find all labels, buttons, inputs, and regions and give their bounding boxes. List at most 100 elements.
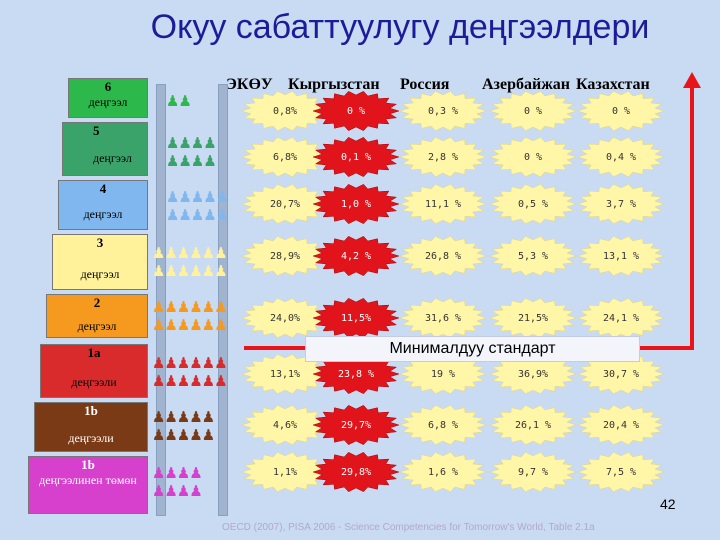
- data-cell-value: 0 %: [346, 105, 366, 117]
- data-cell-value: 0,3 %: [427, 105, 459, 117]
- data-cell: 26,1 %: [490, 405, 576, 445]
- data-cell-value: 26,1 %: [514, 419, 552, 431]
- people-icons-level-1b: ♟♟♟♟♟ ♟♟♟♟♟: [152, 408, 215, 444]
- data-cell-value: 20,4 %: [602, 419, 640, 431]
- data-cell-value: 3,7 %: [605, 198, 637, 210]
- data-cell: 0 %: [578, 91, 664, 131]
- data-cell-value: 36,9%: [517, 368, 549, 380]
- level-number: 4: [99, 181, 107, 196]
- arrow-head-icon: [683, 72, 701, 88]
- level-label: деңгээл: [93, 151, 132, 165]
- level-number: 3: [96, 235, 104, 250]
- column-header-kyrgyzstan: Кыргызстан: [288, 76, 380, 93]
- data-cell: 28,9%: [242, 236, 328, 276]
- data-cell-value: 31,6 %: [424, 312, 462, 324]
- level-1a-box: 1a деңгээли: [40, 344, 148, 398]
- people-icons-level-5: ♟♟♟♟ ♟♟♟♟: [166, 134, 217, 170]
- data-cell-value: 2,8 %: [427, 151, 459, 163]
- level-1b-box: 1b деңгээли: [34, 402, 148, 452]
- level-number: 1b: [81, 457, 95, 472]
- level-label: деңгээл: [83, 207, 123, 221]
- data-cell-value: 24,0%: [269, 312, 301, 324]
- data-cell-value: 28,9%: [269, 250, 301, 262]
- data-cell: 7,5 %: [578, 452, 664, 492]
- data-cell: 20,4 %: [578, 405, 664, 445]
- data-cell: 1,0 %: [313, 184, 399, 224]
- level-5-box: 5 деңгээл: [62, 122, 148, 176]
- data-cell-value: 0,1 %: [340, 151, 372, 163]
- level-label: деңгээл: [77, 319, 117, 333]
- ladder-rail-left: [156, 84, 166, 516]
- data-cell-value: 0,5 %: [517, 198, 549, 210]
- data-cell-value: 0 %: [611, 105, 631, 117]
- level-number: 1b: [84, 403, 98, 418]
- data-cell-value: 0 %: [523, 151, 543, 163]
- column-header-oecd: ЭКӨУ: [226, 76, 273, 93]
- data-cell-value: 30,7 %: [602, 368, 640, 380]
- data-cell: 21,5%: [490, 298, 576, 338]
- level-label: деңгээл: [88, 95, 128, 109]
- data-cell-value: 0 %: [523, 105, 543, 117]
- data-cell-value: 23,8 %: [337, 368, 375, 380]
- level-number: 6: [104, 79, 112, 94]
- data-cell: 29,7%: [313, 405, 399, 445]
- people-icons-level-3: ♟♟♟♟♟♟ ♟♟♟♟♟♟: [152, 244, 228, 280]
- page-title: Окуу сабаттуулугу деңгээлдери: [150, 8, 650, 46]
- data-cell: 0,1 %: [313, 137, 399, 177]
- column-header-azerbaijan: Азербайжан: [482, 76, 571, 93]
- source-citation: OECD (2007), PISA 2006 - Science Compete…: [222, 522, 595, 533]
- data-cell-value: 29,8%: [340, 466, 372, 478]
- data-cell: 0,4 %: [578, 137, 664, 177]
- people-icons-level-6: ♟♟: [166, 92, 192, 110]
- data-cell-value: 13,1%: [269, 368, 301, 380]
- data-cell: 29,8%: [313, 452, 399, 492]
- minimum-standard-label: Минималдуу стандарт: [305, 336, 640, 362]
- data-cell: 26,8 %: [400, 236, 486, 276]
- data-cell-value: 26,8 %: [424, 250, 462, 262]
- data-cell: 13,1 %: [578, 236, 664, 276]
- data-cell-value: 1,0 %: [340, 198, 372, 210]
- level-2-box: 2 деңгээл: [46, 294, 148, 338]
- data-cell: 11,1 %: [400, 184, 486, 224]
- people-icons-level-1a: ♟♟♟♟♟♟ ♟♟♟♟♟♟: [152, 354, 228, 390]
- data-cell: 1,1%: [242, 452, 328, 492]
- data-cell: 0,8%: [242, 91, 328, 131]
- data-cell-value: 4,2 %: [340, 250, 372, 262]
- data-cell-value: 7,5 %: [605, 466, 637, 478]
- level-number: 2: [93, 295, 101, 310]
- page-number: 42: [660, 496, 676, 512]
- level-below-1b-box: 1b деңгээлинен төмөн: [28, 456, 148, 514]
- data-cell-value: 1,1%: [272, 466, 298, 478]
- data-cell-value: 5,3 %: [517, 250, 549, 262]
- level-label: деңгээли: [68, 431, 114, 445]
- column-header-russia: Россия: [400, 76, 450, 93]
- data-cell: 3,7 %: [578, 184, 664, 224]
- data-cell: 4,2 %: [313, 236, 399, 276]
- data-cell: 31,6 %: [400, 298, 486, 338]
- level-4-box: 4 деңгээл: [58, 180, 148, 230]
- level-number: 5: [93, 123, 100, 138]
- data-cell-value: 11,1 %: [424, 198, 462, 210]
- data-cell: 1,6 %: [400, 452, 486, 492]
- data-cell: 11,5%: [313, 298, 399, 338]
- level-label: деңгээл: [80, 267, 120, 281]
- standard-arrow-shaft: [690, 84, 694, 350]
- data-cell-value: 4,6%: [272, 419, 298, 431]
- level-3-box: 3 деңгээл: [52, 234, 148, 290]
- data-cell-value: 29,7%: [340, 419, 372, 431]
- data-cell: 6,8%: [242, 137, 328, 177]
- data-cell-value: 0,8%: [272, 105, 298, 117]
- ladder-rail-right: [218, 84, 228, 516]
- data-cell-value: 6,8%: [272, 151, 298, 163]
- level-6-box: 6 деңгээл: [68, 78, 148, 118]
- data-cell: 5,3 %: [490, 236, 576, 276]
- data-cell: 24,1 %: [578, 298, 664, 338]
- people-icons-below-1b: ♟♟♟♟ ♟♟♟♟: [152, 464, 203, 500]
- data-cell: 0,5 %: [490, 184, 576, 224]
- data-cell: 0 %: [490, 91, 576, 131]
- data-cell-value: 9,7 %: [517, 466, 549, 478]
- data-cell-value: 13,1 %: [602, 250, 640, 262]
- data-cell-value: 19 %: [430, 368, 456, 380]
- data-cell: 0,3 %: [400, 91, 486, 131]
- data-cell-value: 1,6 %: [427, 466, 459, 478]
